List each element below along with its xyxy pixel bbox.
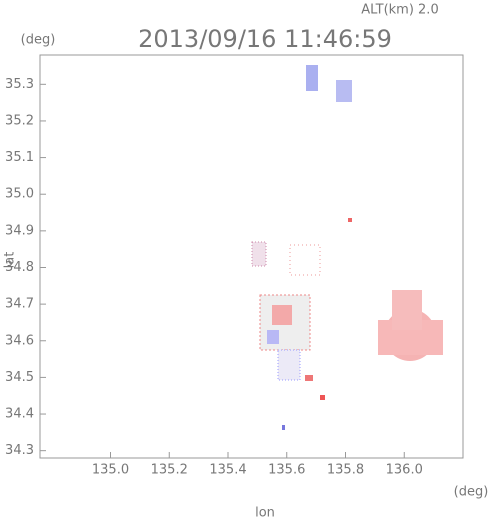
echo: [306, 65, 318, 91]
x-tick-label: 135.8: [327, 463, 364, 478]
echo: [305, 375, 313, 381]
y-tick-label: 34.9: [5, 223, 34, 238]
x-tick-label: 135.6: [268, 463, 305, 478]
chart-title: 2013/09/16 11:46:59: [138, 25, 392, 53]
x-tick-label: 135.0: [92, 463, 129, 478]
altitude-label: ALT(km) 2.0: [361, 3, 438, 18]
y-tick-label: 35.1: [5, 150, 34, 165]
echo: [392, 290, 422, 330]
x-tick-label: 135.4: [209, 463, 246, 478]
echo: [272, 305, 292, 325]
y-unit: (deg): [21, 33, 56, 48]
y-tick-label: 34.4: [5, 407, 34, 422]
echo: [289, 244, 321, 276]
y-tick-label: 35.2: [5, 113, 34, 128]
x-tick-label: 136.0: [386, 463, 423, 478]
y-axis-label: lat: [3, 252, 18, 269]
x-tick-label: 135.2: [151, 463, 188, 478]
y-tick-label: 34.5: [5, 370, 34, 385]
echo: [251, 241, 267, 267]
echo: [267, 330, 279, 344]
echo: [282, 425, 285, 430]
y-tick-label: 34.7: [5, 297, 34, 312]
echo-field: [251, 65, 443, 430]
echo: [320, 395, 325, 400]
y-tick-label: 34.8: [5, 260, 34, 275]
y-tick-label: 35.0: [5, 187, 34, 202]
plot-frame: [39, 54, 464, 459]
y-tick-label: 35.3: [5, 77, 34, 92]
echo: [277, 349, 301, 381]
x-axis-label: lon: [255, 506, 275, 521]
x-unit: (deg): [454, 485, 489, 500]
y-tick-label: 34.3: [5, 443, 34, 458]
echo: [348, 218, 352, 222]
y-tick-label: 34.6: [5, 333, 34, 348]
echo: [336, 80, 352, 102]
